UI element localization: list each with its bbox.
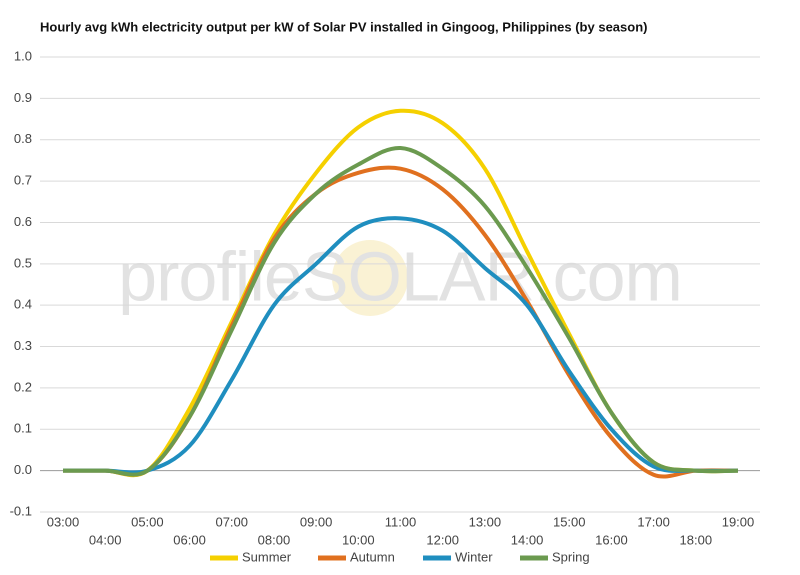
x-tick-label: 05:00 (131, 514, 164, 529)
y-tick-label: 1.0 (14, 48, 32, 63)
x-tick-label: 09:00 (300, 514, 333, 529)
y-tick-label: 0.4 (14, 297, 32, 312)
watermark: profileSOLAR.com (118, 237, 682, 315)
line (62, 145, 739, 477)
x-tick-label: 11:00 (385, 514, 417, 529)
x-tick-label: 13:00 (469, 514, 502, 529)
x-tick-label: 18:00 (680, 532, 713, 547)
x-tick-label: 10:00 (342, 532, 375, 547)
y-tick-label: 0.1 (14, 421, 32, 436)
y-tick-label: -0.1 (10, 503, 32, 518)
legend-label: Spring (552, 549, 590, 564)
watermark-sun (332, 240, 408, 316)
x-tick-label: 16:00 (595, 532, 628, 547)
x-tick-label: 15:00 (553, 514, 586, 529)
x-tick-label: 12:00 (426, 532, 459, 547)
y-tick-label: 0.2 (14, 379, 32, 394)
x-tick-label: 17:00 (637, 514, 670, 529)
y-tick-label: 0.5 (14, 255, 32, 270)
line (62, 165, 739, 479)
x-tick-label: 14:00 (511, 532, 544, 547)
x-tick-label: 03:00 (47, 514, 80, 529)
x-tick-label: 19:00 (722, 514, 755, 529)
line (62, 216, 739, 475)
chart-title: Hourly avg kWh electricity output per kW… (40, 19, 647, 34)
legend-label: Summer (242, 549, 292, 564)
y-tick-label: 0.3 (14, 338, 32, 353)
x-tick-label: 06:00 (173, 532, 206, 547)
y-tick-label: 0.0 (14, 462, 32, 477)
y-tick-label: 0.7 (14, 173, 32, 188)
y-tick-label: 0.9 (14, 90, 32, 105)
y-tick-label: 0.8 (14, 131, 32, 146)
y-tick-label: 0.6 (14, 214, 32, 229)
x-tick-label: 07:00 (215, 514, 248, 529)
x-tick-label: 04:00 (89, 532, 122, 547)
legend-label: Autumn (350, 549, 395, 564)
x-tick-label: 08:00 (258, 532, 291, 547)
legend-label: Winter (455, 549, 493, 564)
